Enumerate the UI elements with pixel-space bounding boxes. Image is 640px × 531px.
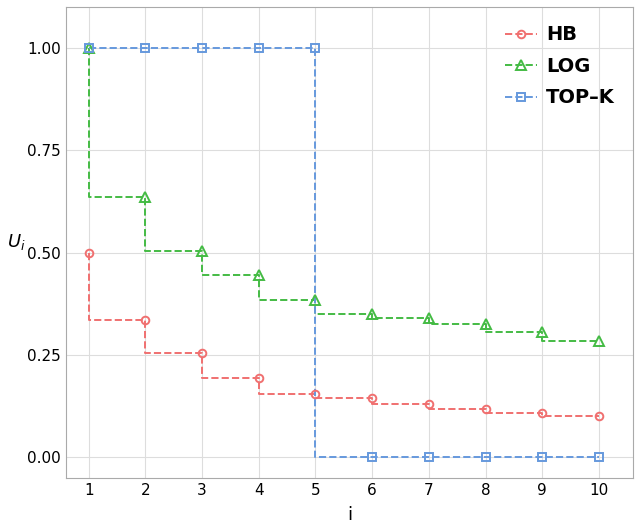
X-axis label: i: i <box>347 506 352 524</box>
Y-axis label: $U_i$: $U_i$ <box>7 233 26 252</box>
Legend: HB, LOG, TOP–K: HB, LOG, TOP–K <box>496 16 624 116</box>
